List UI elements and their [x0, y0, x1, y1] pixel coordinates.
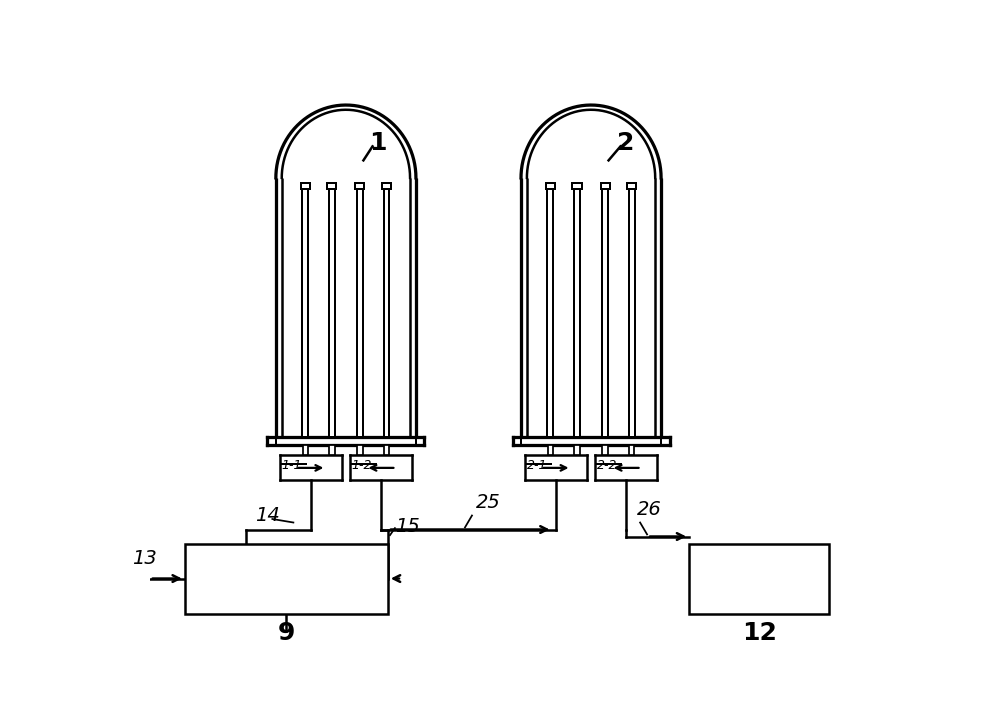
Bar	[329, 445, 335, 455]
Bar	[355, 184, 364, 189]
Bar	[572, 184, 582, 189]
Text: 1: 1	[369, 131, 386, 155]
Bar	[548, 445, 553, 455]
Text: 25: 25	[475, 493, 500, 512]
Text: 2-2: 2-2	[597, 459, 617, 472]
Bar	[629, 189, 635, 437]
Bar	[382, 184, 391, 189]
Text: 2-1: 2-1	[527, 459, 547, 472]
Bar	[602, 445, 608, 455]
Bar	[689, 544, 829, 614]
Bar	[357, 189, 363, 437]
Text: 15: 15	[395, 517, 420, 536]
Bar	[384, 189, 389, 437]
Bar	[627, 184, 636, 189]
Text: 9: 9	[278, 621, 295, 645]
Bar	[546, 184, 555, 189]
Text: 2: 2	[617, 131, 635, 155]
Bar	[629, 445, 634, 455]
Text: 26: 26	[637, 500, 661, 519]
Text: 1-2: 1-2	[352, 459, 372, 472]
Bar	[185, 544, 388, 614]
Text: 14: 14	[255, 506, 280, 525]
Bar	[601, 184, 610, 189]
Text: 12: 12	[742, 621, 777, 645]
Bar	[384, 445, 389, 455]
Bar	[574, 189, 580, 437]
Bar	[574, 445, 580, 455]
Bar	[301, 184, 310, 189]
Bar	[329, 189, 335, 437]
Text: 1-1: 1-1	[281, 459, 302, 472]
Bar	[357, 445, 363, 455]
Bar	[303, 445, 308, 455]
Bar	[327, 184, 336, 189]
Bar	[302, 189, 308, 437]
Bar	[602, 189, 608, 437]
Bar	[547, 189, 553, 437]
Text: 13: 13	[132, 549, 157, 568]
